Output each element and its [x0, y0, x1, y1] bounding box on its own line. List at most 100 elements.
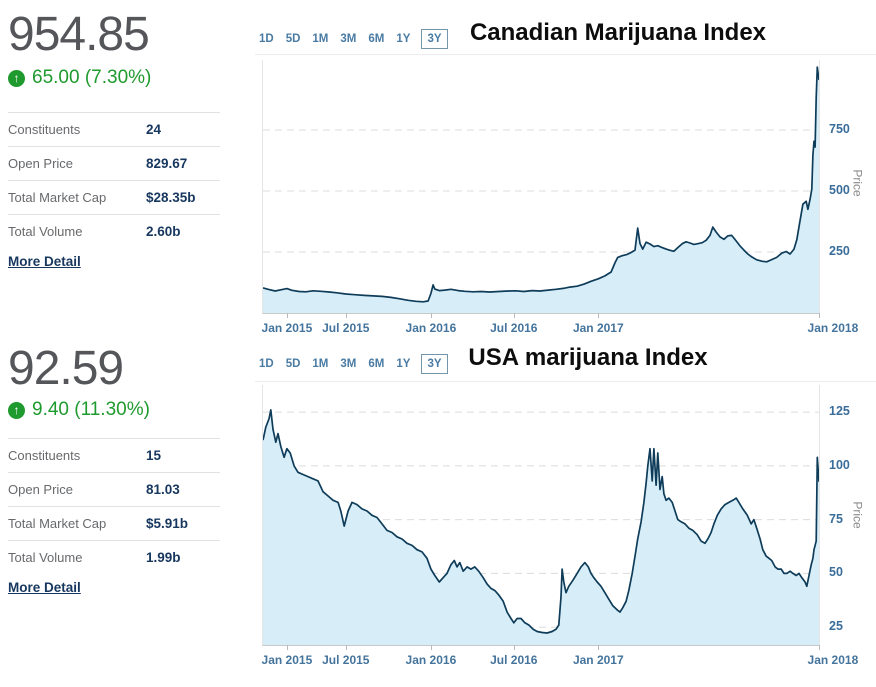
range-button-1m[interactable]: 1M	[312, 358, 329, 370]
chart-title-canadian: Canadian Marijuana Index	[469, 19, 767, 46]
x-axis-label: Jan 2018	[807, 653, 859, 667]
x-axis-label: Jan 2018	[807, 321, 859, 335]
x-axis-label: Jan 2017	[572, 321, 624, 335]
stat-label: Open Price	[8, 482, 74, 497]
more-detail-link[interactable]: More Detail	[8, 254, 81, 269]
index-price: 954.85	[8, 8, 150, 61]
x-axis-label: Jul 2015	[322, 653, 370, 667]
header-divider	[255, 54, 876, 55]
range-button-1d[interactable]: 1D	[259, 358, 274, 370]
stat-label: Total Market Cap	[8, 190, 107, 205]
x-axis-tick	[345, 645, 347, 650]
arrow-up-icon: ↑	[8, 69, 25, 87]
stat-label: Total Volume	[8, 224, 83, 239]
price-plot-usa[interactable]: 25 50 75 100 125 Jan 2015 Jul 2015 Jan 2016 Jul …	[262, 385, 858, 667]
range-selector: 1D 5D 1M 3M 6M 1Y 3Y	[258, 352, 448, 376]
stat-row-open-price: Open Price 829.67	[8, 146, 220, 180]
stat-value: 829.67	[146, 156, 188, 171]
more-detail-link[interactable]: More Detail	[8, 580, 81, 595]
x-axis-tick	[345, 313, 347, 318]
range-button-5d[interactable]: 5D	[285, 358, 301, 370]
y-axis-title: Price	[850, 169, 865, 197]
x-axis-label: Jan 2017	[572, 653, 624, 667]
stat-row-constituents: Constituents 15	[8, 438, 220, 472]
y-axis-tick-label: 100	[829, 457, 850, 472]
range-button-1m[interactable]: 1M	[312, 33, 329, 45]
stat-label: Constituents	[8, 122, 81, 137]
price-chart	[263, 409, 819, 645]
stat-row-volume: Total Volume 2.60b	[8, 214, 220, 248]
stats-table: Constituents 15 Open Price 81.03 Total M…	[8, 438, 220, 574]
stat-value: $28.35b	[146, 190, 196, 205]
chart-title-usa: USA marijuana Index	[468, 344, 708, 371]
stat-value: 1.99b	[146, 550, 181, 565]
stat-row-open-price: Open Price 81.03	[8, 472, 220, 506]
range-button-6m[interactable]: 6M	[368, 358, 385, 370]
y-axis-tick-label: 125	[829, 404, 850, 419]
stat-value: 2.60b	[146, 224, 181, 239]
x-axis-label: Jan 2015	[261, 321, 313, 335]
x-axis-label: Jan 2016	[405, 653, 457, 667]
change-text: 9.40 (11.30%)	[32, 399, 150, 420]
stat-value: 15	[146, 448, 162, 463]
stat-row-market-cap: Total Market Cap $28.35b	[8, 180, 220, 214]
index-change: ↑ 65.00 (7.30%)	[8, 67, 151, 89]
range-button-1y[interactable]: 1Y	[396, 358, 411, 370]
stat-row-volume: Total Volume 1.99b	[8, 540, 220, 574]
stat-row-constituents: Constituents 24	[8, 112, 220, 146]
range-button-3m[interactable]: 3M	[340, 33, 357, 45]
index-price: 92.59	[8, 342, 124, 395]
range-button-6m[interactable]: 6M	[368, 33, 385, 45]
x-axis-tick	[286, 645, 288, 650]
index-change: ↑ 9.40 (11.30%)	[8, 399, 150, 421]
x-axis-tick	[286, 313, 288, 318]
header-divider	[255, 381, 876, 382]
stat-value: $5.91b	[146, 516, 189, 531]
stats-table: Constituents 24 Open Price 829.67 Total …	[8, 112, 220, 248]
stat-label: Total Volume	[8, 550, 83, 565]
x-axis-tick	[819, 645, 820, 650]
y-axis-tick-label: 25	[829, 619, 843, 634]
range-button-1y[interactable]: 1Y	[396, 33, 411, 45]
price-line	[263, 409, 819, 634]
y-axis-tick-label: 250	[829, 244, 850, 258]
x-axis-tick	[513, 313, 515, 318]
stat-label: Constituents	[8, 448, 81, 463]
stat-row-market-cap: Total Market Cap $5.91b	[8, 506, 220, 540]
y-axis-tick-label: 500	[829, 183, 850, 197]
x-axis-tick	[430, 313, 432, 318]
range-button-3y[interactable]: 3Y	[421, 29, 448, 49]
stat-value: 24	[146, 122, 162, 137]
arrow-up-icon: ↑	[8, 401, 25, 419]
area-fill	[263, 409, 819, 645]
x-axis-label: Jan 2016	[405, 321, 457, 335]
stat-label: Open Price	[8, 156, 74, 171]
y-axis-title: Price	[850, 501, 865, 529]
index-summary-canadian: 954.85 ↑ 65.00 (7.30%) Constituents 24 O…	[8, 10, 224, 300]
range-button-3m[interactable]: 3M	[340, 358, 357, 370]
range-button-5d[interactable]: 5D	[285, 33, 301, 45]
x-axis-label: Jul 2015	[322, 321, 370, 335]
change-text: 65.00 (7.30%)	[32, 67, 152, 88]
y-axis-tick-label: 50	[829, 565, 843, 580]
stat-value: 81.03	[146, 482, 180, 497]
x-axis-tick	[819, 313, 820, 318]
x-axis-label: Jul 2016	[490, 653, 538, 667]
x-axis-tick	[513, 645, 515, 650]
y-axis-tick-label: 750	[829, 122, 850, 137]
x-axis-tick	[430, 645, 432, 650]
y-axis-tick-label: 75	[829, 511, 843, 526]
price-chart	[263, 66, 819, 313]
index-summary-usa: 92.59 ↑ 9.40 (11.30%) Constituents 15 Op…	[8, 344, 224, 634]
price-plot-canadian[interactable]: 250 500 750 Jan 2015 Jul 2015 Jan 2016 Jul 201…	[262, 60, 858, 335]
price-line	[263, 66, 819, 303]
x-axis-label: Jan 2015	[261, 653, 313, 667]
range-selector: 1D 5D 1M 3M 6M 1Y 3Y	[258, 27, 448, 51]
x-axis-tick	[598, 645, 600, 650]
x-axis-tick	[598, 313, 600, 318]
x-axis-label: Jul 2016	[490, 321, 538, 335]
range-button-1d[interactable]: 1D	[259, 33, 274, 45]
range-button-3y[interactable]: 3Y	[421, 354, 448, 374]
stat-label: Total Market Cap	[8, 516, 107, 531]
